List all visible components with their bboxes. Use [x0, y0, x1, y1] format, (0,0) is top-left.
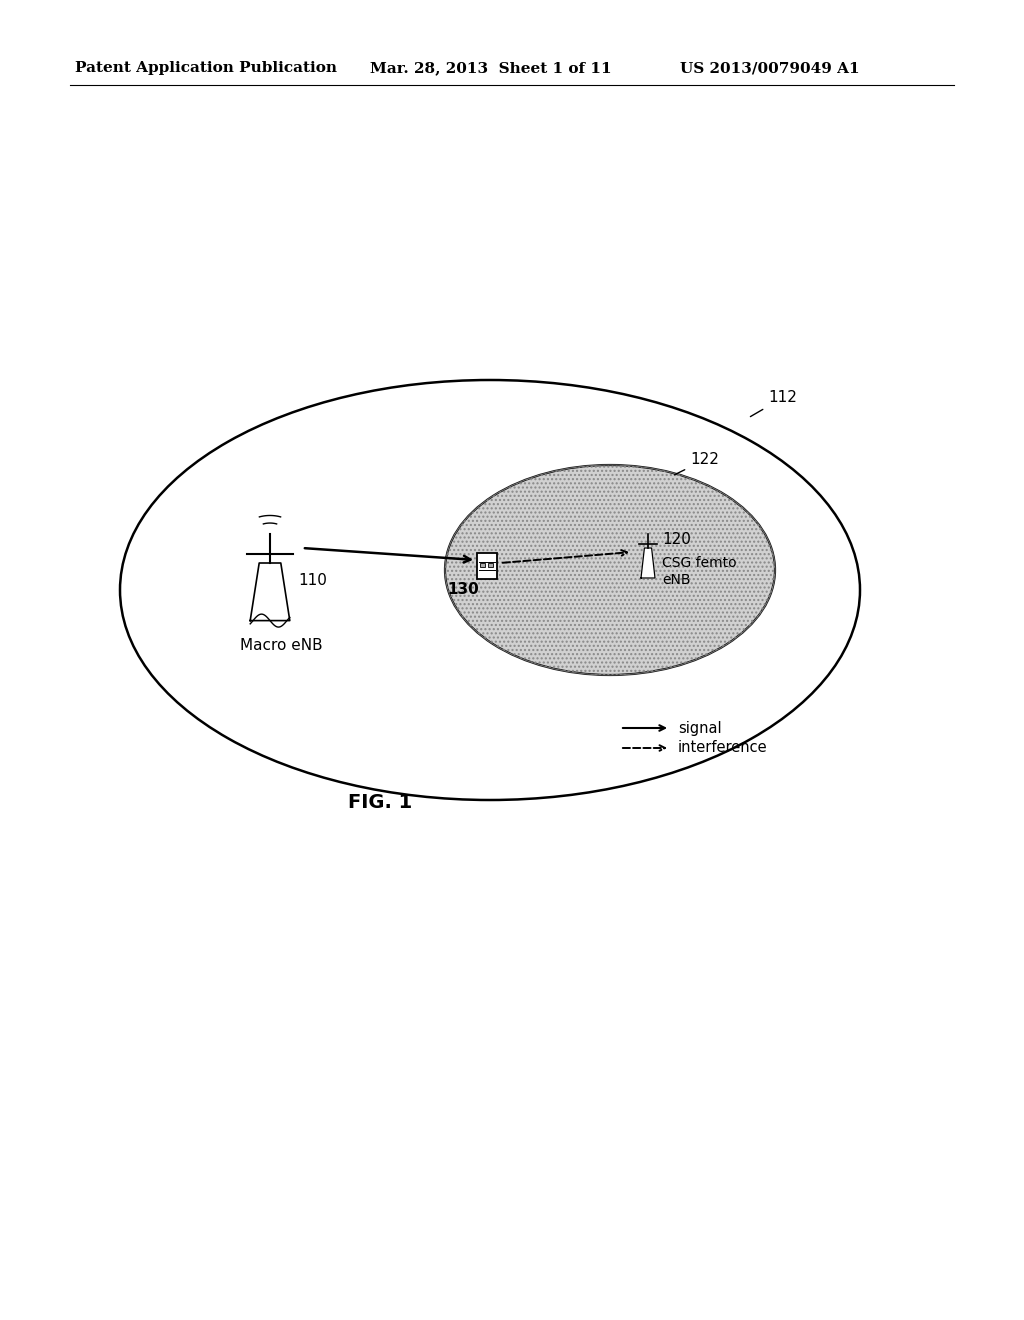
Text: Mar. 28, 2013  Sheet 1 of 11: Mar. 28, 2013 Sheet 1 of 11 [370, 61, 611, 75]
Bar [488, 562, 493, 566]
Text: 112: 112 [751, 391, 797, 417]
Text: 120: 120 [662, 532, 691, 548]
Text: signal: signal [678, 721, 722, 735]
Text: CSG femto
eNB: CSG femto eNB [662, 556, 736, 587]
Bar [480, 562, 485, 566]
Text: Macro eNB: Macro eNB [240, 638, 323, 653]
Ellipse shape [445, 465, 775, 675]
Ellipse shape [120, 380, 860, 800]
Text: US 2013/0079049 A1: US 2013/0079049 A1 [680, 61, 859, 75]
Polygon shape [250, 564, 290, 620]
Text: 122: 122 [675, 453, 719, 475]
Text: FIG. 1: FIG. 1 [348, 793, 412, 812]
Bar [477, 553, 497, 579]
Text: interference: interference [678, 741, 768, 755]
Text: 110: 110 [298, 573, 327, 587]
Text: Patent Application Publication: Patent Application Publication [75, 61, 337, 75]
Polygon shape [641, 548, 655, 578]
Text: 130: 130 [447, 582, 479, 597]
